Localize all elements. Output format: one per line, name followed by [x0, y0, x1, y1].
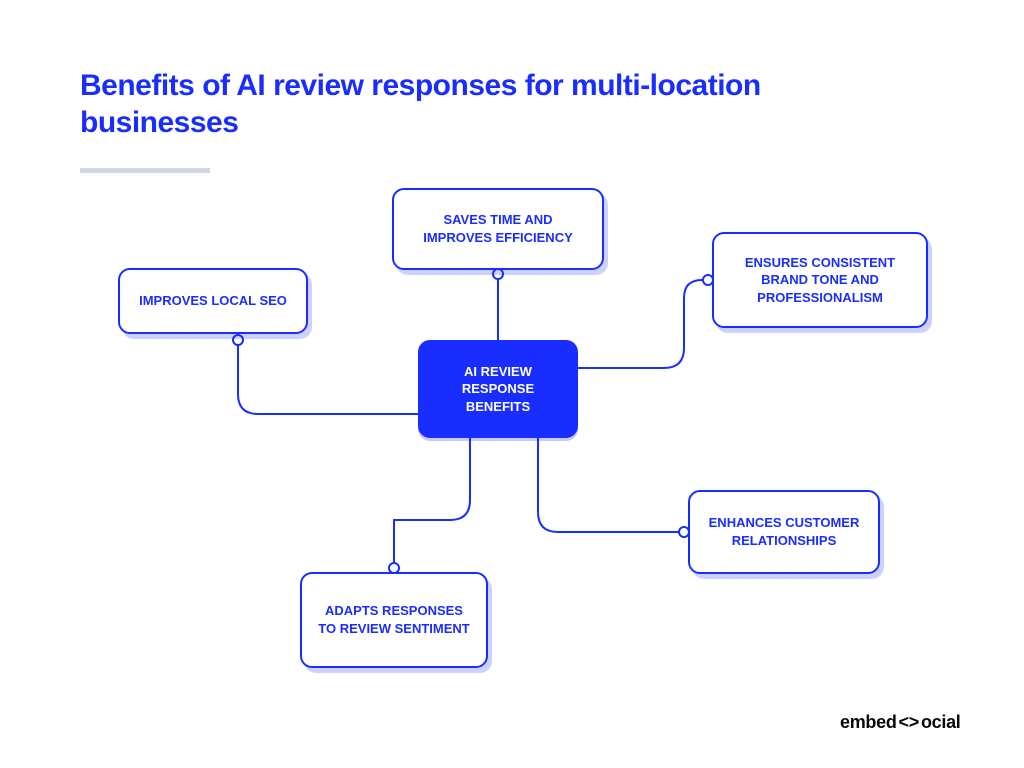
leaf-node-tone: ENSURES CONSISTENT BRAND TONE AND PROFES… [712, 232, 928, 328]
logo-glyph: <> [899, 712, 919, 733]
title-underline [80, 168, 210, 173]
leaf-node-time: SAVES TIME AND IMPROVES EFFICIENCY [392, 188, 604, 270]
brand-logo: embed<>ocial [840, 712, 961, 733]
leaf-node-relations: ENHANCES CUSTOMER RELATIONSHIPS [688, 490, 880, 574]
leaf-node-seo: IMPROVES LOCAL SEO [118, 268, 308, 334]
page-title: Benefits of AI review responses for mult… [80, 68, 800, 141]
leaf-node-sentiment: ADAPTS RESPONSES TO REVIEW SENTIMENT [300, 572, 488, 668]
logo-suffix: ocial [921, 712, 961, 733]
hub-node: AI REVIEW RESPONSE BENEFITS [418, 340, 578, 438]
logo-prefix: embed [840, 712, 897, 733]
